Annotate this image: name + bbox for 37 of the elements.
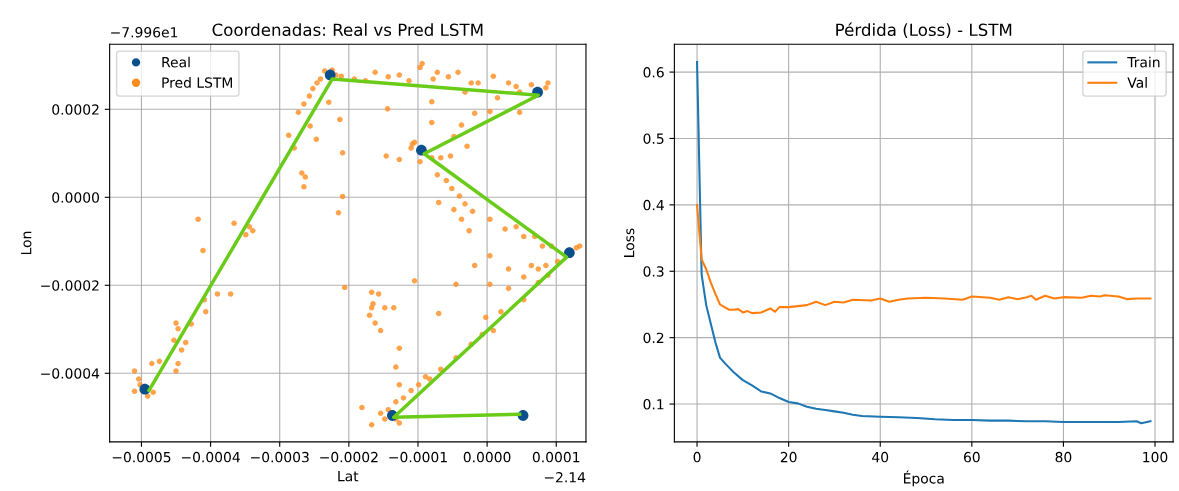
- x-tick-label: −0.0001: [389, 451, 447, 463]
- x-tick-label: 0.0001: [532, 451, 580, 463]
- line-series: [696, 203, 1152, 315]
- chart-title: Coordenadas: Real vs Pred LSTM: [212, 23, 483, 37]
- x-tick-label: 40: [872, 451, 889, 463]
- legend-label: Pred LSTM: [162, 77, 233, 88]
- y-tick-label: −0.0004: [41, 368, 100, 379]
- text: −7.996e1: [111, 27, 178, 38]
- y-tick-label: 0.4: [643, 199, 664, 211]
- y-tick-label: −0.0002: [41, 280, 99, 291]
- y-tick-label: 0.0000: [52, 192, 99, 203]
- y-tick-label: 0.1: [643, 399, 664, 410]
- legend-label: Val: [1127, 77, 1147, 88]
- x-tick-label: 20: [780, 451, 797, 463]
- x-tick-label: −0.0002: [320, 451, 378, 463]
- x-tick-label: −0.0003: [251, 451, 309, 463]
- x-axis-title: Lat: [338, 471, 359, 482]
- y-axis-title: Loss: [624, 228, 635, 257]
- x-tick-label: 0: [693, 451, 701, 463]
- x-tick-label: 0.0000: [463, 451, 511, 463]
- x-tick-label: 100: [1143, 451, 1168, 463]
- chart-title: Pérdida (Loss) - LSTM: [836, 22, 1012, 39]
- y-tick-label: 0.0002: [52, 104, 99, 115]
- y-tick-label: 0.5: [643, 133, 664, 144]
- text: −2.14: [544, 471, 586, 483]
- point: [563, 247, 575, 259]
- x-tick-label: −0.0004: [181, 451, 240, 463]
- y-axis-title: Lon: [21, 231, 32, 255]
- legend-label: Train: [1127, 56, 1160, 68]
- y-tick-label: 0.6: [643, 67, 664, 78]
- legend-label: Real: [162, 56, 190, 68]
- y-tick-label: 0.2: [643, 332, 664, 344]
- x-tick-label: 60: [963, 451, 980, 463]
- x-axis-title: Época: [903, 470, 944, 487]
- x-tick-label: −0.0005: [112, 451, 171, 463]
- x-tick-label: 80: [1055, 451, 1072, 463]
- y-tick-label: 0.3: [643, 266, 664, 277]
